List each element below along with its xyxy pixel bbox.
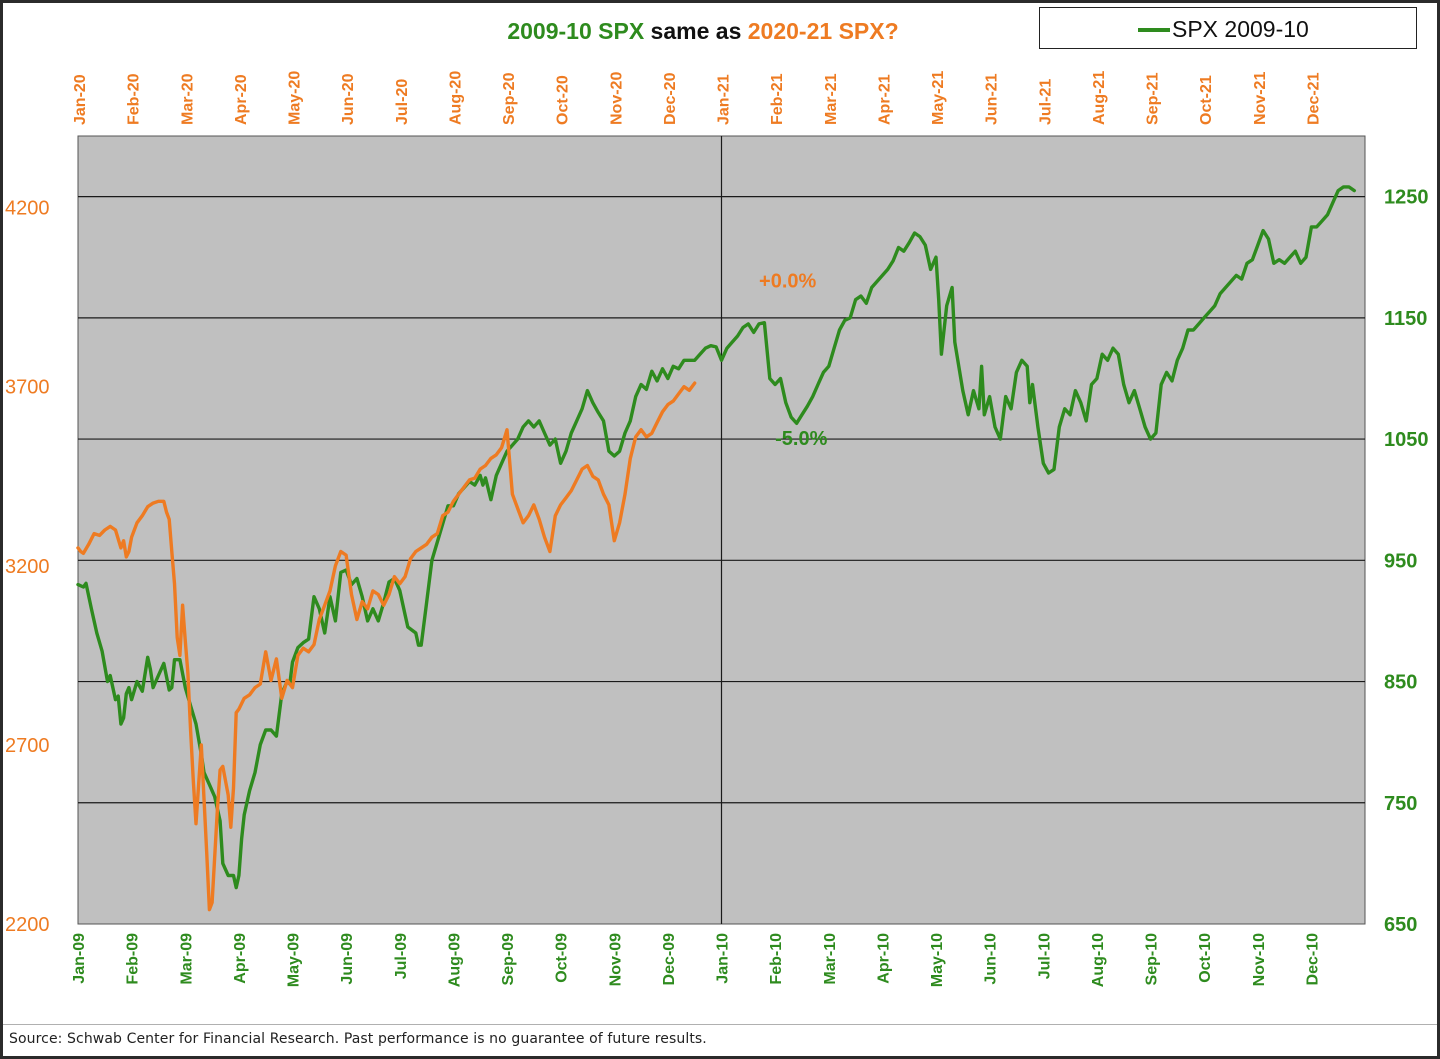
top-month-label-Aug-20: Aug-20 <box>447 71 464 125</box>
source-note: Source: Schwab Center for Financial Rese… <box>9 1031 707 1047</box>
bottom-month-label-Feb-10: Feb-10 <box>768 933 785 985</box>
legend: SPX 2009-10 <box>1039 7 1417 49</box>
top-month-label-Oct-20: Oct-20 <box>555 75 572 125</box>
chart-title-part2: same as <box>644 18 741 44</box>
top-month-label-May-21: May-21 <box>930 71 947 125</box>
bottom-month-label-Jul-10: Jul-10 <box>1036 933 1053 979</box>
chart-title-part3: 2020-21 SPX? <box>741 18 898 44</box>
footer-divider <box>3 1024 1437 1025</box>
left-axis-tick-3200: 3200 <box>5 556 50 578</box>
top-month-label-Dec-20: Dec-20 <box>662 72 679 125</box>
annotation-1: -5.0% <box>775 428 827 450</box>
bottom-month-label-Jan-09: Jan-09 <box>71 933 88 984</box>
bottom-month-label-Mar-10: Mar-10 <box>822 933 839 985</box>
bottom-month-label-Sep-10: Sep-10 <box>1144 933 1161 986</box>
left-axis-tick-2700: 2700 <box>5 735 50 757</box>
right-axis-tick-950: 950 <box>1384 550 1417 572</box>
bottom-month-label-Aug-10: Aug-10 <box>1090 933 1107 987</box>
bottom-month-label-Oct-10: Oct-10 <box>1197 933 1214 983</box>
top-month-label-Aug-21: Aug-21 <box>1091 71 1108 125</box>
top-month-label-Jun-21: Jun-21 <box>984 73 1001 125</box>
chart-svg: 4200 3700 3200 2700 2200 1250 1150 1050 950 850 75… <box>5 18 1429 987</box>
chart-title-part1: 2009-10 SPX <box>507 18 644 44</box>
top-month-label-Feb-21: Feb-21 <box>769 73 786 125</box>
bottom-month-label-Mar-09: Mar-09 <box>178 933 195 985</box>
top-month-label-Feb-20: Feb-20 <box>126 73 143 125</box>
bottom-month-label-Sep-09: Sep-09 <box>500 933 517 986</box>
series-line-spx-2020-21 <box>76 381 697 912</box>
left-axis-tick-2200: 2200 <box>5 914 50 936</box>
top-month-label-Sep-20: Sep-20 <box>501 72 518 125</box>
legend-swatch <box>1138 28 1170 32</box>
top-month-label-Nov-21: Nov-21 <box>1252 72 1269 125</box>
bottom-month-label-Oct-09: Oct-09 <box>554 933 571 983</box>
bottom-month-label-Aug-09: Aug-09 <box>446 933 463 987</box>
top-month-label-Apr-21: Apr-21 <box>876 74 893 125</box>
bottom-month-label-Dec-09: Dec-09 <box>661 933 678 986</box>
top-month-label-May-20: May-20 <box>287 71 304 125</box>
top-month-label-Jul-20: Jul-20 <box>394 79 411 125</box>
bottom-month-label-May-10: May-10 <box>929 933 946 987</box>
chart-frame: 4200 3700 3200 2700 2200 1250 1150 1050 950 850 75… <box>3 3 1437 1056</box>
bottom-month-label-Nov-09: Nov-09 <box>607 933 624 986</box>
bottom-month-label-Apr-10: Apr-10 <box>875 933 892 984</box>
top-month-label-Jan-20: Jan-20 <box>72 74 89 125</box>
right-axis-tick-1050: 1050 <box>1384 429 1429 451</box>
right-axis-tick-650: 650 <box>1384 914 1417 936</box>
top-month-label-Oct-21: Oct-21 <box>1198 75 1215 125</box>
bottom-month-label-Feb-09: Feb-09 <box>125 933 142 985</box>
bottom-month-label-Dec-10: Dec-10 <box>1304 933 1321 986</box>
chart-title: 2009-10 SPX same as 2020-21 SPX? <box>507 18 898 44</box>
bottom-month-label-Jun-09: Jun-09 <box>339 933 356 985</box>
left-axis-tick-4200: 4200 <box>5 198 50 220</box>
bottom-month-label-May-09: May-09 <box>286 933 303 987</box>
right-axis-tick-850: 850 <box>1384 672 1417 694</box>
top-month-label-Jul-21: Jul-21 <box>1037 79 1054 125</box>
top-month-label-Dec-21: Dec-21 <box>1305 72 1322 125</box>
bottom-month-label-Jan-10: Jan-10 <box>715 933 732 984</box>
top-month-label-Jun-20: Jun-20 <box>340 73 357 125</box>
legend-label: SPX 2009-10 <box>1172 16 1309 42</box>
series-line-spx-2009-10 <box>76 185 1356 890</box>
bottom-month-label-Nov-10: Nov-10 <box>1251 933 1268 986</box>
left-axis-tick-3700: 3700 <box>5 377 50 399</box>
top-month-label-Apr-20: Apr-20 <box>233 74 250 125</box>
bottom-month-label-Jun-10: Jun-10 <box>983 933 1000 985</box>
right-axis-tick-750: 750 <box>1384 793 1417 815</box>
right-axis-tick-1150: 1150 <box>1384 308 1427 330</box>
annotation-0: +0.0% <box>759 271 816 293</box>
bottom-month-label-Jul-09: Jul-09 <box>393 933 410 979</box>
right-axis-tick-1250: 1250 <box>1384 187 1429 209</box>
top-month-label-Nov-20: Nov-20 <box>608 72 625 125</box>
bottom-month-label-Apr-09: Apr-09 <box>232 933 249 984</box>
top-month-label-Sep-21: Sep-21 <box>1145 72 1162 125</box>
top-month-label-Mar-20: Mar-20 <box>179 73 196 125</box>
top-month-label-Jan-21: Jan-21 <box>716 74 733 125</box>
top-month-label-Mar-21: Mar-21 <box>823 73 840 125</box>
